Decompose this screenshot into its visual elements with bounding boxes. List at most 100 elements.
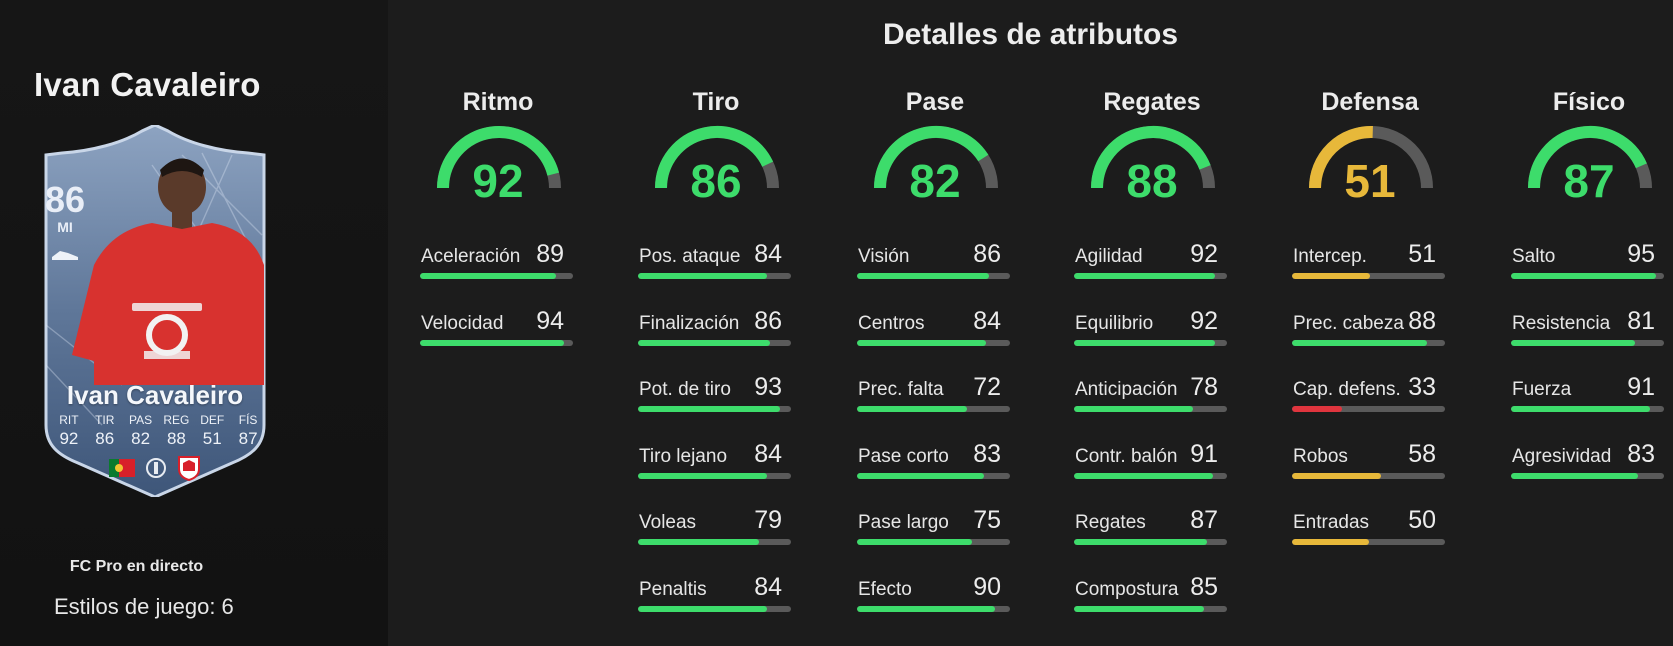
stat-row: Equilibrio 92 bbox=[1072, 305, 1232, 346]
category-value: 82 bbox=[909, 155, 961, 207]
stat-value: 90 bbox=[973, 573, 1001, 601]
stat-value: 72 bbox=[973, 373, 1001, 401]
card-stat-tir: TIR 86 bbox=[95, 413, 115, 448]
category-1: Tiro 86 Pos. ataque 84 Finalización 86 Pot. de… bbox=[636, 88, 796, 612]
stat-value: 89 bbox=[536, 240, 564, 268]
stat-bar-fill bbox=[638, 406, 781, 412]
category-value: 51 bbox=[1344, 155, 1396, 207]
stat-label: Robos bbox=[1293, 446, 1348, 467]
stat-bar-fill bbox=[638, 273, 767, 279]
stat-value: 84 bbox=[754, 573, 782, 601]
stat-label: Equilibrio bbox=[1075, 313, 1154, 334]
boot-icon bbox=[52, 251, 78, 260]
category-gauge: 92 bbox=[418, 124, 578, 210]
category-title: Tiro bbox=[692, 88, 740, 116]
stat-row: Entradas 50 bbox=[1290, 504, 1450, 545]
playstyles-count[interactable]: Estilos de juego: 6 bbox=[54, 594, 240, 620]
stat-bar-fill bbox=[857, 539, 972, 545]
stat-value: 86 bbox=[754, 307, 782, 335]
category-title: Pase bbox=[905, 88, 965, 116]
playstyles-value: 6 bbox=[221, 594, 234, 619]
stat-bar bbox=[857, 473, 1010, 479]
category-value: 88 bbox=[1126, 155, 1178, 207]
stat-row: Aceleración 89 bbox=[418, 238, 578, 279]
stat-bar bbox=[1074, 606, 1227, 612]
stat-label: Agresividad bbox=[1512, 446, 1612, 467]
stat-row: Anticipación 78 bbox=[1072, 371, 1232, 412]
player-card[interactable]: 86 MI Ivan Cavaleiro RIT 92 TIR 86 PAS 82 R… bbox=[32, 125, 278, 497]
card-rating: 86 bbox=[44, 179, 86, 220]
stat-bar-fill bbox=[638, 539, 759, 545]
stat-value: 79 bbox=[754, 506, 782, 534]
stat-label: Prec. cabeza bbox=[1293, 313, 1404, 334]
gauge-arc bbox=[437, 126, 561, 189]
card-badges bbox=[32, 455, 278, 481]
stat-value: 83 bbox=[973, 440, 1001, 468]
stat-bar-fill bbox=[1074, 606, 1205, 612]
stat-value: 84 bbox=[754, 240, 782, 268]
stat-bar bbox=[1511, 473, 1664, 479]
gauge-arc bbox=[655, 126, 779, 189]
stat-bar bbox=[857, 406, 1010, 412]
stat-bar bbox=[1292, 406, 1445, 412]
stat-bar bbox=[1292, 340, 1445, 346]
stat-row: Tiro lejano 84 bbox=[636, 438, 796, 479]
stat-bar bbox=[857, 539, 1010, 545]
stat-bar-fill bbox=[1074, 340, 1215, 346]
stat-bar-fill bbox=[638, 340, 770, 346]
stat-row: Agresividad 83 bbox=[1509, 438, 1669, 479]
stat-bar-fill bbox=[1511, 273, 1657, 279]
stat-bar-fill bbox=[420, 273, 557, 279]
stat-label: Entradas bbox=[1293, 512, 1370, 533]
stat-bar bbox=[638, 340, 791, 346]
stat-label: Cap. defens. bbox=[1293, 379, 1401, 400]
card-stat-def: DEF 51 bbox=[200, 413, 225, 448]
stat-bar bbox=[638, 606, 791, 612]
stat-bar bbox=[857, 273, 1010, 279]
category-5: Físico 87 Salto 95 Resistencia 81 Fuerza 91 Agre… bbox=[1509, 88, 1669, 479]
stat-value: 92 bbox=[1190, 240, 1218, 268]
stat-row: Compostura 85 bbox=[1072, 571, 1232, 612]
category-gauge: 87 bbox=[1509, 124, 1669, 210]
stat-bar bbox=[420, 340, 573, 346]
stat-value: 85 bbox=[1190, 573, 1218, 601]
stat-value: 91 bbox=[1627, 373, 1655, 401]
category-4: Defensa 51 Intercep. 51 Prec. cabeza 88 Cap. d… bbox=[1290, 88, 1450, 545]
stat-row: Fuerza 91 bbox=[1509, 371, 1669, 412]
stat-row: Intercep. 51 bbox=[1290, 238, 1450, 279]
stat-row: Cap. defens. 33 bbox=[1290, 371, 1450, 412]
stat-bar-fill bbox=[638, 606, 767, 612]
category-gauge: 51 bbox=[1290, 124, 1450, 210]
stat-label: Contr. balón bbox=[1075, 446, 1178, 467]
stat-value: 92 bbox=[1190, 307, 1218, 335]
stat-bar-fill bbox=[1292, 273, 1371, 279]
stat-label: Fuerza bbox=[1512, 379, 1572, 400]
stat-row: Pos. ataque 84 bbox=[636, 238, 796, 279]
stat-bar-fill bbox=[1511, 473, 1638, 479]
category-value: 86 bbox=[690, 155, 742, 207]
card-stat-reg: REG 88 bbox=[163, 413, 190, 448]
stat-row: Pase largo 75 bbox=[855, 504, 1015, 545]
stat-bar-fill bbox=[1511, 340, 1635, 346]
category-gauge: 82 bbox=[855, 124, 1015, 210]
stat-label: Anticipación bbox=[1075, 379, 1178, 400]
card-player-name: Ivan Cavaleiro bbox=[66, 380, 244, 410]
playstyles-label: Estilos de juego: bbox=[54, 594, 216, 619]
stat-bar-fill bbox=[1074, 539, 1208, 545]
stat-label: Finalización bbox=[639, 313, 740, 334]
stat-label: Pot. de tiro bbox=[639, 379, 731, 400]
stat-row: Regates 87 bbox=[1072, 504, 1232, 545]
stat-value: 86 bbox=[973, 240, 1001, 268]
card-stat-rit: RIT 92 bbox=[59, 413, 79, 448]
stat-bar-fill bbox=[1074, 273, 1215, 279]
stat-value: 83 bbox=[1627, 440, 1655, 468]
stat-bar bbox=[638, 406, 791, 412]
gauge-fill bbox=[655, 126, 774, 189]
stat-label: Pos. ataque bbox=[639, 246, 741, 267]
club-crest-icon bbox=[178, 456, 200, 481]
stat-bar bbox=[1074, 340, 1227, 346]
category-2: Pase 82 Visión 86 Centros 84 Prec. falta 72 Pase… bbox=[855, 88, 1015, 612]
stat-row: Agilidad 92 bbox=[1072, 238, 1232, 279]
stat-bar bbox=[638, 539, 791, 545]
stat-label: Compostura bbox=[1075, 579, 1179, 600]
